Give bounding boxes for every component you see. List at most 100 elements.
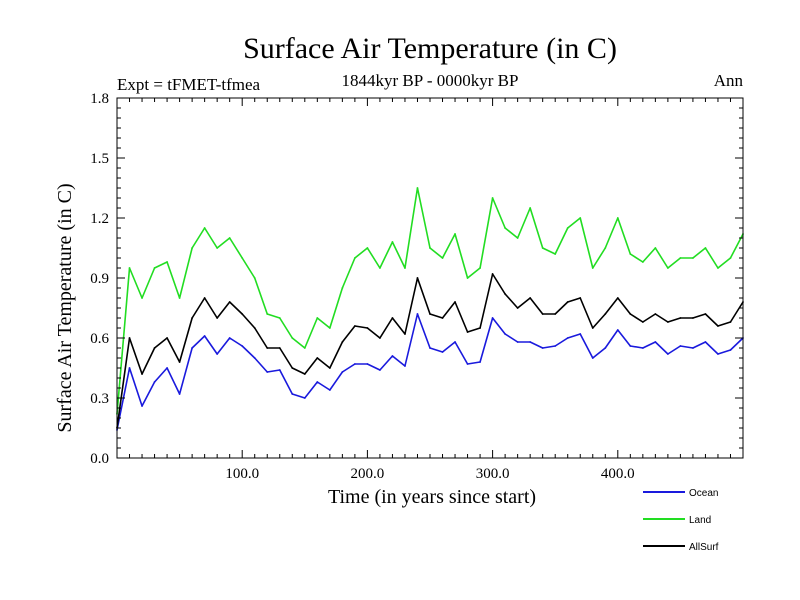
data-point-allsurf (529, 297, 532, 299)
legend-label-land: Land (689, 515, 711, 526)
legend: Ocean Land AllSurf (643, 488, 719, 553)
y-tick-label: 0.0 (90, 451, 109, 467)
data-point-ocean (566, 337, 569, 339)
y-tick-label: 0.3 (90, 391, 109, 407)
data-point-allsurf (692, 317, 694, 319)
data-point-allsurf (479, 327, 481, 329)
data-point-allsurf (429, 313, 431, 315)
data-point-allsurf (291, 367, 294, 369)
data-point-ocean (379, 369, 381, 371)
data-point-land (692, 257, 694, 259)
data-point-land (141, 297, 143, 299)
data-point-ocean (253, 357, 256, 359)
data-point-ocean (391, 355, 394, 357)
data-point-ocean (641, 347, 644, 349)
data-point-land (178, 297, 181, 299)
y-tick-label: 1.8 (90, 91, 109, 107)
data-point-allsurf (579, 297, 582, 299)
data-point-allsurf (491, 273, 494, 275)
data-point-land (516, 237, 519, 239)
data-point-land (391, 241, 394, 243)
y-axis-label: Surface Air Temperature (in C) (54, 183, 76, 432)
data-point-ocean (529, 341, 532, 343)
axes: 100.0 200.0 300.0 400.0 0.0 0.3 0.6 0.9 1.2 1.5 1.… (90, 91, 744, 482)
data-point-ocean (541, 347, 544, 349)
data-point-ocean (128, 367, 131, 369)
data-point-land (579, 217, 582, 219)
data-point-allsurf (391, 317, 394, 319)
data-point-land (166, 261, 168, 263)
data-point-land (316, 317, 319, 319)
data-point-ocean (153, 381, 156, 383)
data-point-land (328, 327, 331, 329)
data-point-land (153, 267, 156, 269)
data-point-land (228, 237, 231, 239)
data-point-allsurf (166, 337, 168, 339)
data-point-ocean (454, 341, 456, 343)
data-point-land (216, 247, 219, 249)
data-point-ocean (591, 357, 594, 359)
data-point-land (629, 253, 632, 255)
data-point-land (191, 247, 194, 249)
x-tick-label: 400.0 (601, 466, 635, 482)
data-point-ocean (178, 393, 181, 395)
data-point-ocean (366, 363, 369, 365)
y-tick-label: 0.9 (90, 271, 109, 287)
data-point-ocean (717, 353, 719, 355)
data-point-land (416, 187, 419, 189)
data-point-ocean (679, 345, 682, 347)
data-point-allsurf (641, 321, 644, 323)
plot-area (116, 187, 744, 431)
data-point-ocean (654, 341, 657, 343)
data-point-ocean (604, 347, 607, 349)
data-point-land (128, 267, 131, 269)
chart-title: Surface Air Temperature (in C) (243, 32, 617, 65)
data-point-land (654, 247, 657, 249)
data-point-allsurf (404, 333, 406, 335)
data-point-land (704, 247, 707, 249)
data-point-land (266, 313, 269, 315)
plot-frame (116, 97, 744, 459)
data-point-allsurf (516, 307, 519, 309)
data-point-allsurf (591, 327, 594, 329)
data-point-ocean (629, 345, 632, 347)
data-point-ocean (228, 337, 231, 339)
series-line-allsurf (116, 273, 744, 429)
data-point-allsurf (541, 313, 544, 315)
data-point-allsurf (604, 313, 607, 315)
data-point-ocean (141, 405, 143, 407)
data-point-ocean (166, 367, 168, 369)
data-point-land (366, 247, 369, 249)
data-point-allsurf (679, 317, 682, 319)
data-point-allsurf (328, 367, 331, 369)
y-tick-label: 1.2 (90, 211, 109, 227)
data-point-land (341, 287, 344, 289)
data-point-ocean (328, 389, 331, 391)
data-point-land (679, 257, 682, 259)
data-point-land (717, 267, 719, 269)
data-point-land (666, 267, 669, 269)
data-point-allsurf (504, 293, 507, 295)
data-point-ocean (303, 397, 306, 399)
data-point-allsurf (353, 325, 356, 327)
data-point-ocean (616, 329, 619, 331)
data-point-ocean (504, 333, 507, 335)
data-point-ocean (692, 347, 694, 349)
data-point-ocean (316, 381, 319, 383)
data-point-allsurf (366, 327, 369, 329)
x-tick-label: 300.0 (476, 466, 510, 482)
data-point-allsurf (178, 361, 181, 363)
data-point-allsurf (253, 327, 256, 329)
data-point-allsurf (278, 347, 281, 349)
data-point-allsurf (666, 321, 669, 323)
data-point-land (504, 227, 507, 229)
data-point-ocean (491, 317, 494, 319)
data-point-land (441, 257, 444, 259)
data-point-ocean (216, 353, 219, 355)
data-point-ocean (203, 335, 206, 337)
data-point-ocean (704, 341, 707, 343)
data-point-land (353, 257, 356, 259)
data-point-allsurf (654, 313, 657, 315)
legend-label-ocean: Ocean (689, 488, 718, 499)
